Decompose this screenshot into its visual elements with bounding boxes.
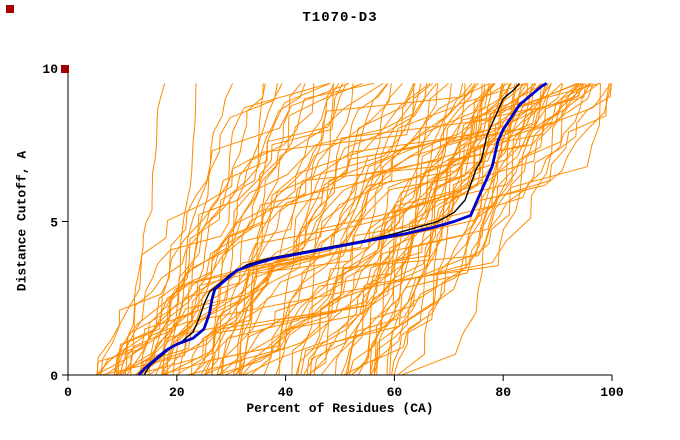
ensemble-curve: [239, 83, 549, 376]
x-tick-label: 20: [169, 385, 185, 400]
y-tick-label: 10: [42, 62, 58, 77]
ensemble-curve: [96, 83, 422, 376]
ensemble-curve: [162, 83, 476, 376]
corner-marker: [61, 65, 69, 73]
ensemble-curve: [162, 83, 335, 376]
x-tick-label: 80: [495, 385, 511, 400]
ensemble-curve: [278, 83, 354, 376]
ensemble-curve: [351, 83, 504, 376]
x-tick-label: 40: [278, 385, 294, 400]
ensemble-curve: [238, 83, 437, 376]
ensemble-curve: [243, 83, 590, 376]
y-axis-label: Distance Cutoff, A: [14, 150, 30, 292]
ensemble-curve: [348, 83, 583, 376]
ensemble-curve: [176, 82, 508, 376]
ensemble-curve: [297, 83, 490, 376]
ensemble-curve: [345, 83, 523, 376]
ensemble-curve: [393, 83, 529, 376]
ensemble-curve: [95, 83, 536, 376]
ensemble-curve: [113, 82, 527, 376]
ensemble-curve: [401, 83, 601, 376]
ensemble-curve: [303, 83, 403, 376]
x-tick-label: 100: [600, 385, 624, 400]
chart-title: T1070-D3: [302, 10, 378, 26]
ensemble-curve: [134, 83, 546, 376]
ensemble-curve: [397, 83, 533, 376]
y-tick-label: 0: [50, 369, 58, 384]
ensemble-curve: [99, 82, 374, 376]
ensemble-curve: [139, 82, 363, 376]
corner-marker: [6, 5, 14, 13]
ensemble-curve: [221, 83, 388, 376]
ensemble-curve: [275, 83, 476, 376]
ensemble-curve: [136, 83, 433, 376]
ensemble-curve: [307, 83, 473, 376]
ensemble-curve: [232, 83, 334, 376]
ensemble-curve: [113, 83, 552, 376]
ensemble-curve: [340, 83, 592, 376]
x-tick-label: 0: [64, 385, 72, 400]
x-axis-label: Percent of Residues (CA): [246, 401, 434, 416]
ensemble-curve: [142, 83, 389, 376]
ensemble-curve: [300, 82, 578, 376]
ensemble-curve: [210, 83, 600, 376]
ensemble-curve: [386, 83, 582, 376]
ensemble-curve: [137, 83, 197, 376]
ensemble-curve: [250, 83, 528, 376]
ensemble-curve: [191, 83, 495, 376]
x-tick-label: 60: [387, 385, 403, 400]
ensemble-curve: [204, 83, 438, 376]
highlighted-model-blue: [137, 82, 548, 376]
ensemble-curve: [148, 83, 392, 376]
ensemble-curve: [161, 83, 416, 376]
ensemble-curve: [162, 83, 340, 376]
ensemble-curve: [211, 83, 563, 376]
ensemble-curve: [126, 82, 330, 376]
ensemble-curve: [104, 83, 166, 376]
ensemble-curve: [240, 83, 302, 376]
ensemble-curve: [369, 83, 495, 376]
y-tick-label: 5: [50, 216, 58, 231]
